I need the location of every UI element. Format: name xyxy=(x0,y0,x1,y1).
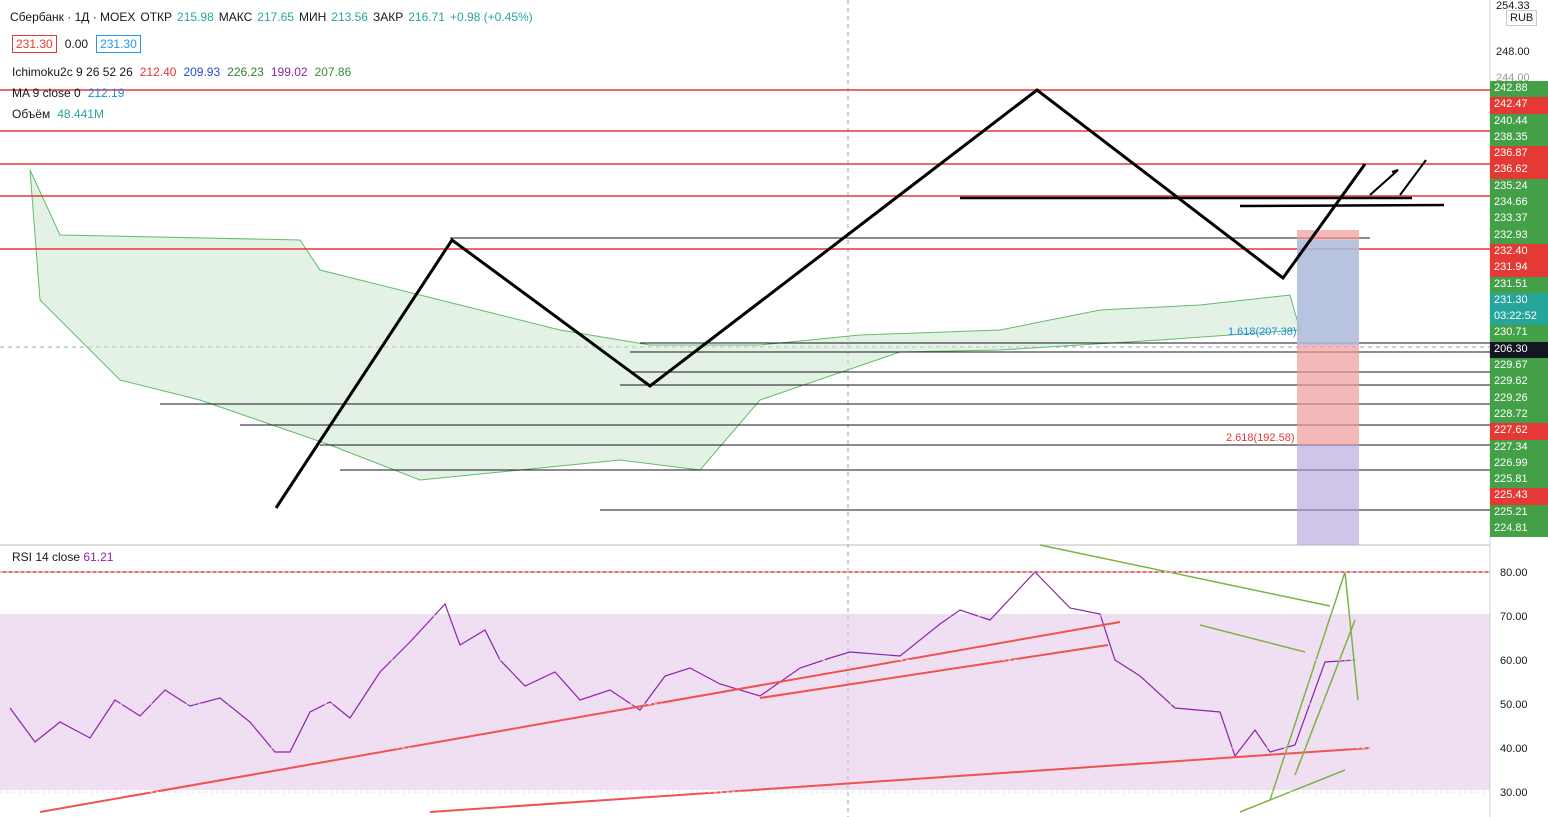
price-box: 0.00 xyxy=(64,37,89,51)
price-label: 229.62 xyxy=(1490,374,1548,391)
low-label: МИН xyxy=(298,10,327,24)
price-label: 231.51 xyxy=(1490,276,1548,293)
price-label: 229.26 xyxy=(1490,390,1548,407)
currency[interactable]: RUB xyxy=(1506,10,1538,26)
symbol[interactable]: Сбербанк · 1Д · MOEX xyxy=(10,10,136,24)
indicator-name: Объём xyxy=(12,107,51,121)
price-label: 238.35 xyxy=(1490,129,1548,147)
fib-label: 1.618(207.38) xyxy=(1228,326,1297,338)
price-label: 232.40 xyxy=(1490,243,1548,261)
rsi-tick-label: 50.00 xyxy=(1500,699,1528,711)
high: 217.65 xyxy=(257,10,294,24)
price-box[interactable]: 231.30 xyxy=(12,35,57,53)
price-label: 242.47 xyxy=(1490,97,1548,114)
indicator-value: 207.86 xyxy=(314,65,352,79)
price-label: 206.30 xyxy=(1490,341,1548,359)
price-label: 227.62 xyxy=(1490,423,1548,440)
price-label: 225.21 xyxy=(1490,504,1548,522)
indicator-value: 212.40 xyxy=(139,65,177,79)
price-label: 225.43 xyxy=(1490,488,1548,505)
price-label: 230.71 xyxy=(1490,325,1548,342)
price-label: 224.81 xyxy=(1490,521,1548,538)
price-label: 231.30 xyxy=(1490,292,1548,310)
indicator-value: 212.19 xyxy=(87,86,125,100)
indicator-value: 199.02 xyxy=(270,65,308,79)
price-label: 242.88 xyxy=(1490,81,1548,98)
indicator-row: Объём 48.441M xyxy=(12,104,351,125)
price-label: 225.81 xyxy=(1490,472,1548,489)
close-label: ЗАКР xyxy=(372,10,404,24)
price-label: 03:22:52 xyxy=(1490,309,1548,326)
price-label: 234.66 xyxy=(1490,195,1548,212)
close: 216.71 xyxy=(408,10,445,24)
price-label: 235.24 xyxy=(1490,178,1548,196)
indicator-value: 226.23 xyxy=(227,65,264,79)
open-label: ОТКР xyxy=(140,10,173,24)
indicator-name: Ichimoku2c 9 26 52 26 xyxy=(12,65,133,79)
indicator-legend: Ichimoku2c 9 26 52 26 212.40 209.93 226.23 1… xyxy=(12,62,351,125)
rsi-tick-label: 70.00 xyxy=(1500,611,1528,623)
high-label: МАКС xyxy=(218,10,253,24)
rsi-legend: RSI 14 close 61.21 xyxy=(12,550,113,564)
price-label: 236.62 xyxy=(1490,162,1548,179)
change: +0.98 (+0.45%) xyxy=(449,10,533,24)
price-label: 240.44 xyxy=(1490,113,1548,130)
indicator-value: 48.441M xyxy=(57,107,104,121)
axis-label: 248.00 xyxy=(1496,46,1530,58)
price-box[interactable]: 231.30 xyxy=(96,35,141,53)
price-label: 229.67 xyxy=(1490,358,1548,375)
indicator-row: Ichimoku2c 9 26 52 26 212.40 209.93 226.23 1… xyxy=(12,62,351,83)
price-labels: 242.88 242.47 240.44 238.35 236.87 236.62 235.… xyxy=(1490,81,1548,538)
price-label: 226.99 xyxy=(1490,455,1548,473)
fib-label: 2.618(192.58) xyxy=(1226,432,1295,444)
low: 213.56 xyxy=(331,10,368,24)
open: 215.98 xyxy=(177,10,214,24)
price-label: 227.34 xyxy=(1490,439,1548,456)
axis-label: 254.33 xyxy=(1496,0,1530,12)
indicator-value: 209.93 xyxy=(183,65,221,79)
price-boxes: 231.30 0.00 231.30 xyxy=(12,35,141,53)
rsi-tick-label: 30.00 xyxy=(1500,787,1528,799)
rsi-name: RSI 14 close xyxy=(12,550,81,564)
price-label: 228.72 xyxy=(1490,406,1548,424)
price-label: 233.37 xyxy=(1490,211,1548,228)
price-label: 232.93 xyxy=(1490,227,1548,244)
rsi-value: 61.21 xyxy=(83,550,114,564)
rsi-tick-label: 60.00 xyxy=(1500,655,1528,667)
price-label: 236.87 xyxy=(1490,146,1548,163)
rsi-tick-label: 80.00 xyxy=(1500,567,1528,579)
indicator-name: MA 9 close 0 xyxy=(12,86,81,100)
price-label: 231.94 xyxy=(1490,260,1548,277)
rsi-tick-label: 40.00 xyxy=(1500,743,1528,755)
symbol-header: Сбербанк · 1Д · MOEX ОТКР 215.98 МАКС 217.… xyxy=(10,10,533,24)
indicator-row: MA 9 close 0 212.19 xyxy=(12,83,351,104)
